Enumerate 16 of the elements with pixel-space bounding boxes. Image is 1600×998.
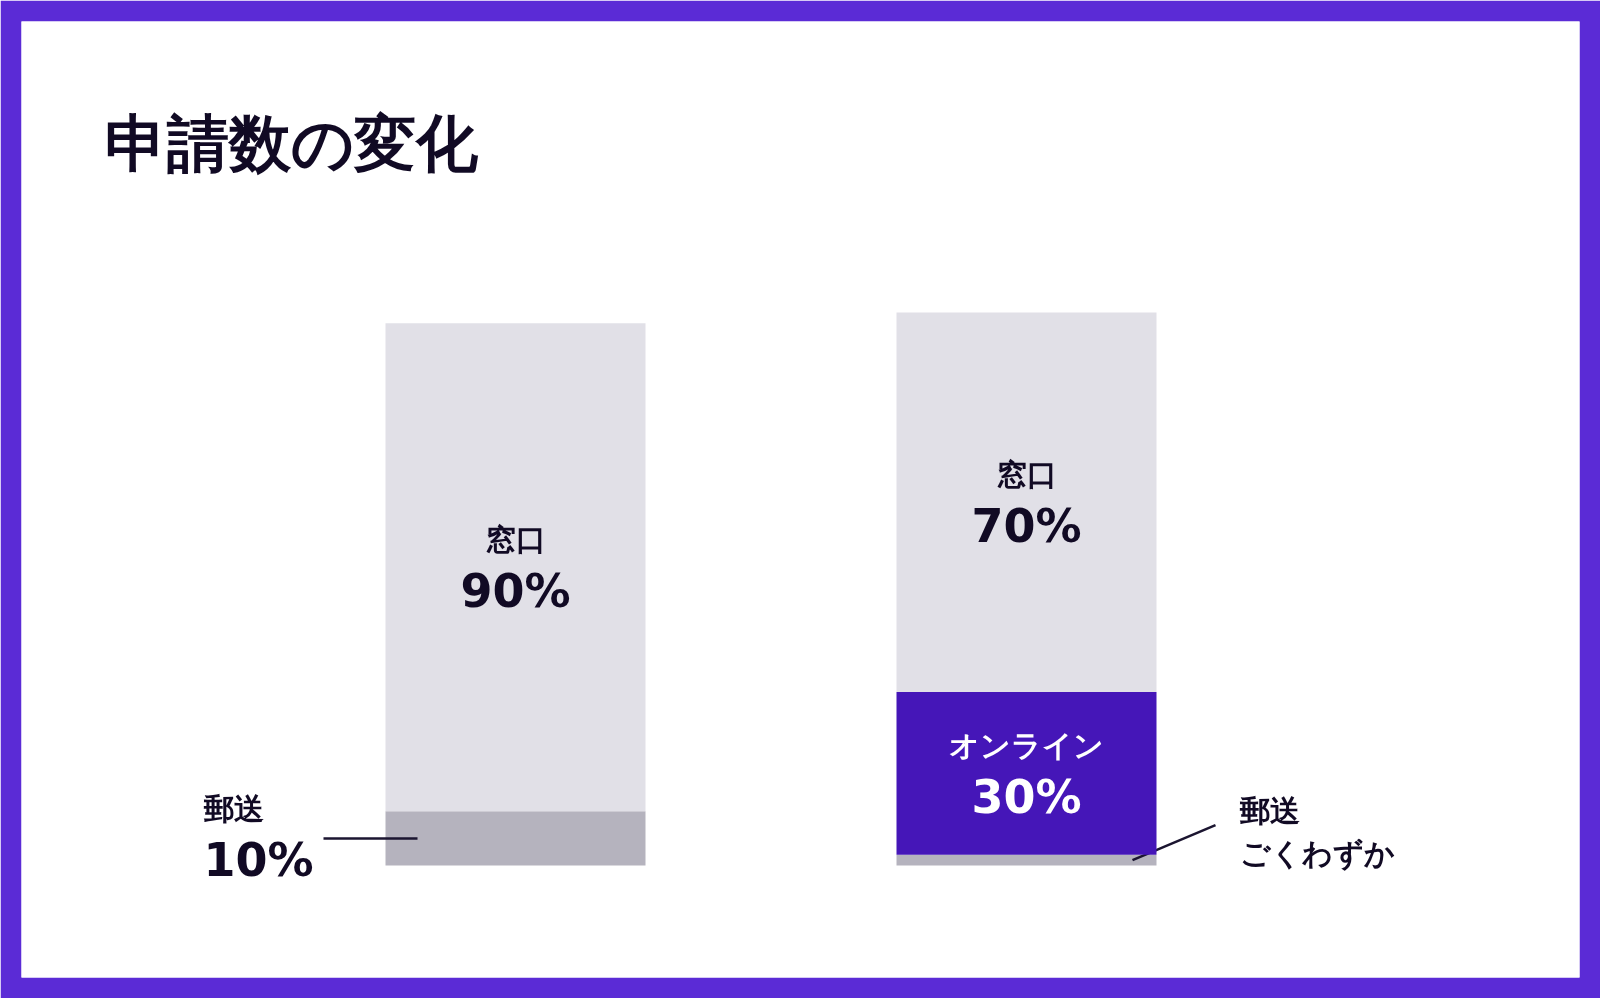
data-label: 90%: [460, 564, 571, 619]
text: 郵送: [203, 790, 264, 826]
data-label: 30%: [971, 770, 1082, 825]
chart-title: 申請数の変化: [104, 107, 479, 180]
data-label: ごくわずか: [1239, 835, 1395, 871]
data-label: 10%: [203, 833, 314, 888]
bar: [385, 323, 646, 812]
bar: [896, 312, 1157, 693]
bar: [385, 811, 646, 866]
series-label: オンライン: [949, 727, 1104, 763]
bar: [896, 692, 1157, 855]
text: 郵送: [1238, 792, 1300, 828]
bar: [896, 854, 1157, 866]
series-label: 窓口: [485, 521, 546, 557]
text: 窓口: [996, 456, 1057, 492]
data-label: 70%: [971, 499, 1082, 554]
